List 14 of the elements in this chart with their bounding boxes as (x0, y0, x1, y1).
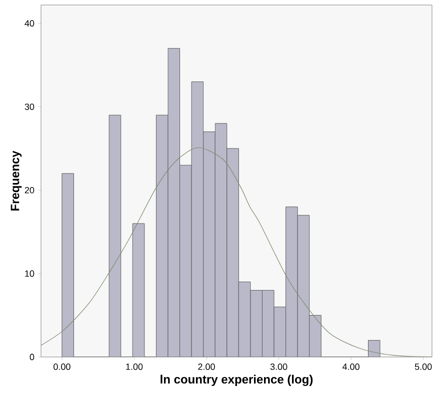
y-tick-label: 10 (25, 270, 34, 277)
x-tick-label: 2.00 (198, 364, 215, 370)
y-tick-label: 30 (24, 104, 34, 110)
x-tick-label: 5.00 (414, 364, 432, 370)
y-tick-label: 40 (24, 20, 34, 27)
x-tick-label: 0.00 (54, 364, 70, 370)
y-tick-label: 0 (30, 354, 34, 360)
x-axis-title: ln country experience (log) (160, 374, 313, 386)
y-tick-label: 20 (24, 186, 34, 194)
x-tick-label: 1.00 (126, 364, 143, 370)
x-tick-label: 3.00 (270, 364, 288, 370)
line-series (41, 147, 432, 357)
x-tick-label: 4.00 (342, 364, 360, 370)
y-axis-title: Frequency (10, 150, 22, 211)
